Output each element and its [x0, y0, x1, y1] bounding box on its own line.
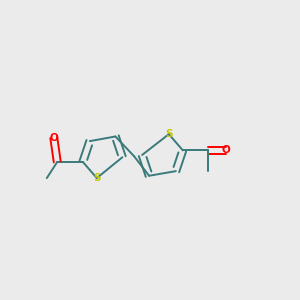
Text: O: O [221, 145, 230, 155]
Text: S: S [93, 173, 100, 183]
Text: O: O [50, 133, 58, 142]
Text: S: S [165, 129, 172, 139]
